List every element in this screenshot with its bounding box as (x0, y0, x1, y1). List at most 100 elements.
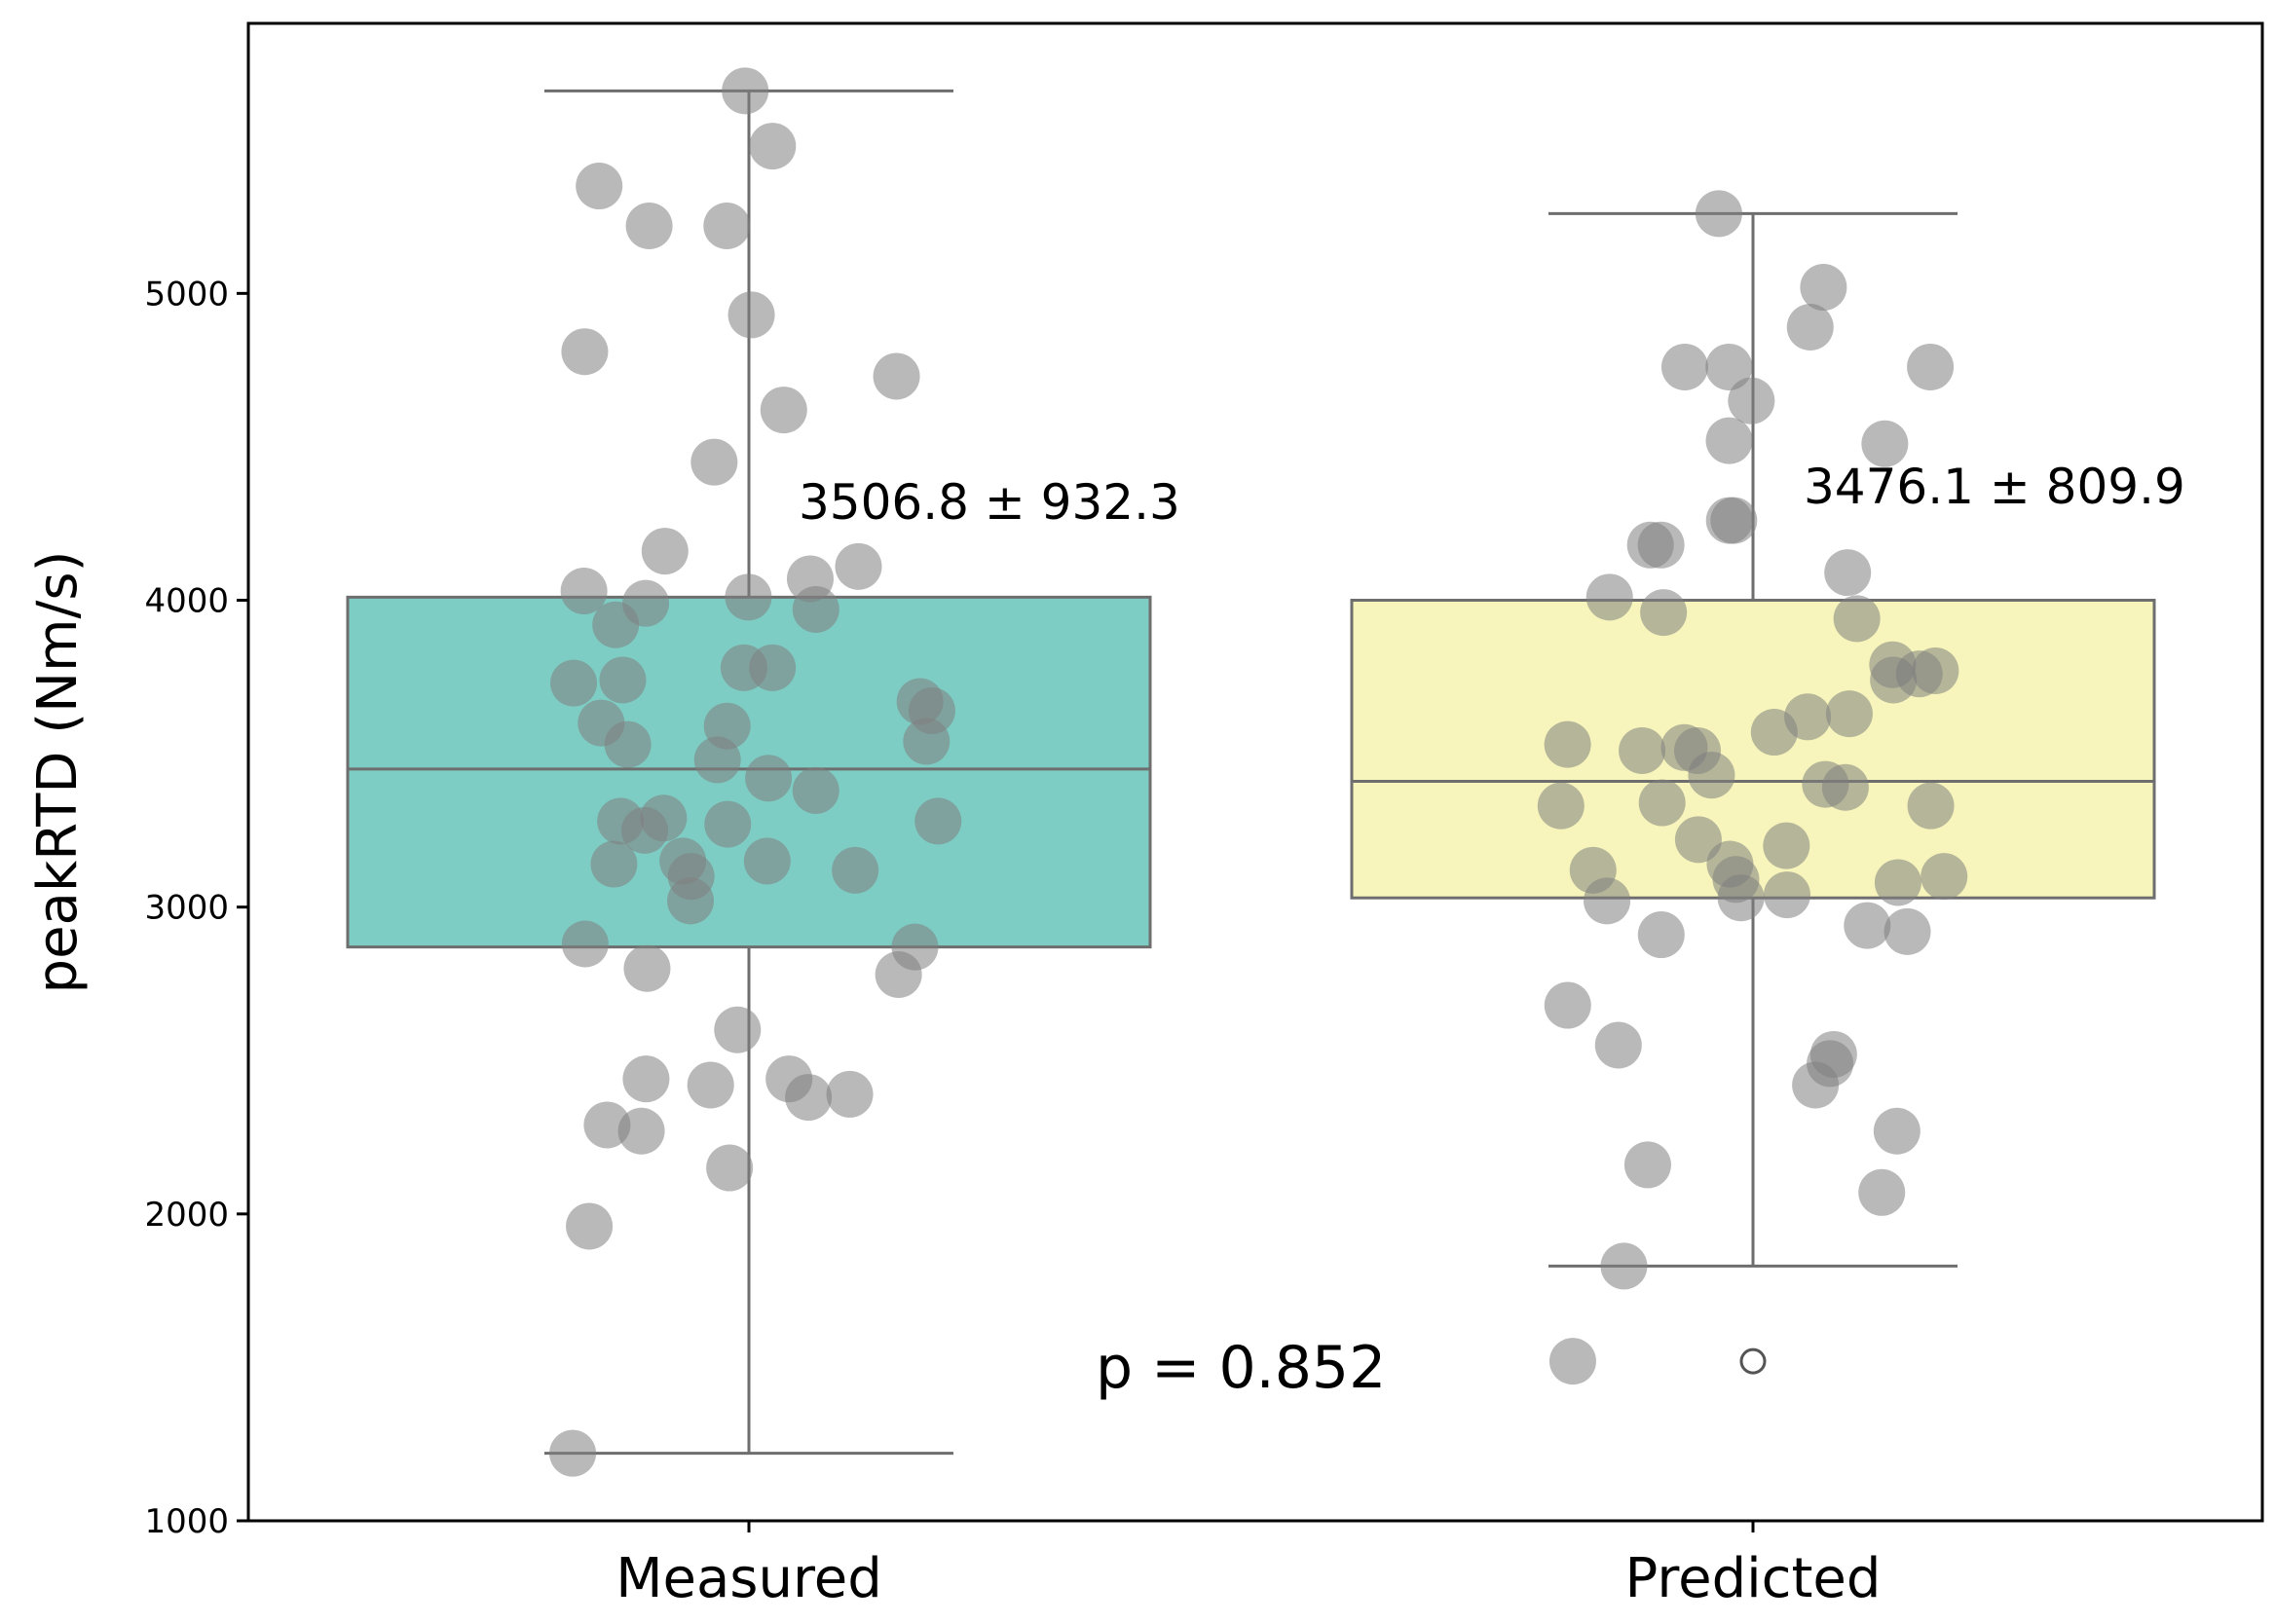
data-point (745, 755, 793, 802)
points-layer (549, 67, 1968, 1477)
data-point (1833, 595, 1881, 643)
data-point (722, 67, 769, 115)
data-point (1750, 709, 1798, 757)
data-point (590, 840, 638, 888)
data-point (622, 1055, 670, 1103)
boxes-layer (346, 89, 2156, 1456)
data-point (1637, 911, 1685, 959)
data-point (1600, 1242, 1648, 1290)
data-point (914, 797, 962, 845)
y-tick-label: 5000 (144, 275, 229, 314)
data-point (714, 1006, 762, 1053)
data-point (549, 1429, 597, 1477)
data-point (1786, 304, 1834, 351)
data-point (1844, 902, 1891, 949)
data-point (725, 573, 772, 621)
data-point (566, 1202, 614, 1250)
data-point (1548, 1338, 1596, 1385)
data-point (641, 528, 689, 575)
data-point (760, 387, 807, 434)
data-point (1800, 264, 1847, 312)
predicted-stat-label: 3476.1 ± 809.9 (1804, 459, 2185, 515)
data-point (1858, 1168, 1906, 1216)
data-point (792, 766, 839, 814)
data-point (687, 1061, 734, 1109)
data-point (1584, 877, 1631, 925)
data-point (1907, 782, 1955, 830)
data-point (875, 951, 922, 999)
y-tick-label: 1000 (144, 1502, 229, 1541)
y-axis: 1000 2000 3000 4000 5000 (144, 275, 248, 1541)
data-point (1619, 726, 1666, 774)
data-point (835, 542, 882, 590)
data-point (1695, 190, 1742, 238)
data-point (1705, 343, 1753, 390)
data-point (1907, 343, 1955, 390)
data-point (1921, 853, 1968, 901)
data-point (592, 601, 640, 648)
data-point (832, 846, 879, 894)
data-point (1883, 907, 1931, 955)
data-point (1544, 720, 1591, 768)
data-point (1674, 816, 1722, 864)
data-point (1821, 763, 1869, 811)
y-tick-label: 4000 (144, 582, 229, 621)
x-axis: Measured Predicted (615, 1521, 1881, 1610)
p-value-label: p = 0.852 (1096, 1334, 1386, 1402)
data-point (704, 800, 752, 848)
data-point (720, 644, 767, 691)
data-point (1825, 690, 1873, 738)
data-point (743, 837, 791, 885)
data-point (785, 1074, 833, 1122)
data-point (1870, 656, 1918, 704)
data-point (617, 1107, 665, 1155)
data-point (1623, 1141, 1671, 1189)
data-point (703, 203, 751, 250)
data-point (792, 585, 839, 633)
data-point (1537, 782, 1585, 830)
data-point (1594, 1021, 1642, 1069)
data-point (560, 568, 608, 615)
data-point (599, 656, 647, 704)
x-tick-label-measured: Measured (615, 1547, 882, 1610)
data-point (749, 123, 797, 170)
data-point (1640, 589, 1688, 637)
data-point (621, 806, 669, 854)
data-point (903, 718, 951, 765)
data-point (1717, 874, 1765, 922)
data-point (1728, 377, 1775, 424)
data-point (690, 438, 738, 486)
data-point (1660, 343, 1708, 390)
data-point (1763, 822, 1810, 869)
data-point (625, 203, 673, 250)
data-point (667, 877, 715, 925)
data-point (1705, 417, 1753, 464)
measured-stat-label: 3506.8 ± 932.3 (799, 474, 1180, 531)
data-point (623, 944, 671, 992)
x-tick-label-predicted: Predicted (1625, 1547, 1882, 1610)
data-point (727, 291, 775, 339)
y-tick-label: 2000 (144, 1196, 229, 1235)
data-point (1585, 573, 1633, 621)
data-point (1861, 420, 1909, 467)
data-point (1874, 859, 1921, 906)
data-point (604, 720, 652, 768)
data-point (826, 1070, 874, 1118)
data-point (1763, 871, 1810, 919)
y-axis-title: peakRTD (Nm/s) (26, 551, 90, 994)
data-point (561, 920, 609, 968)
data-point (576, 163, 623, 210)
data-point (1688, 752, 1735, 799)
data-point (1705, 497, 1753, 544)
data-point (1873, 1107, 1921, 1155)
data-point (873, 352, 920, 400)
data-point (550, 659, 598, 707)
data-point (1626, 521, 1674, 569)
outlier-point (1739, 1347, 1767, 1375)
data-point (693, 736, 741, 784)
data-point (561, 328, 609, 376)
data-point (1544, 981, 1591, 1029)
y-tick-label: 3000 (144, 889, 229, 928)
data-point (1638, 779, 1686, 827)
